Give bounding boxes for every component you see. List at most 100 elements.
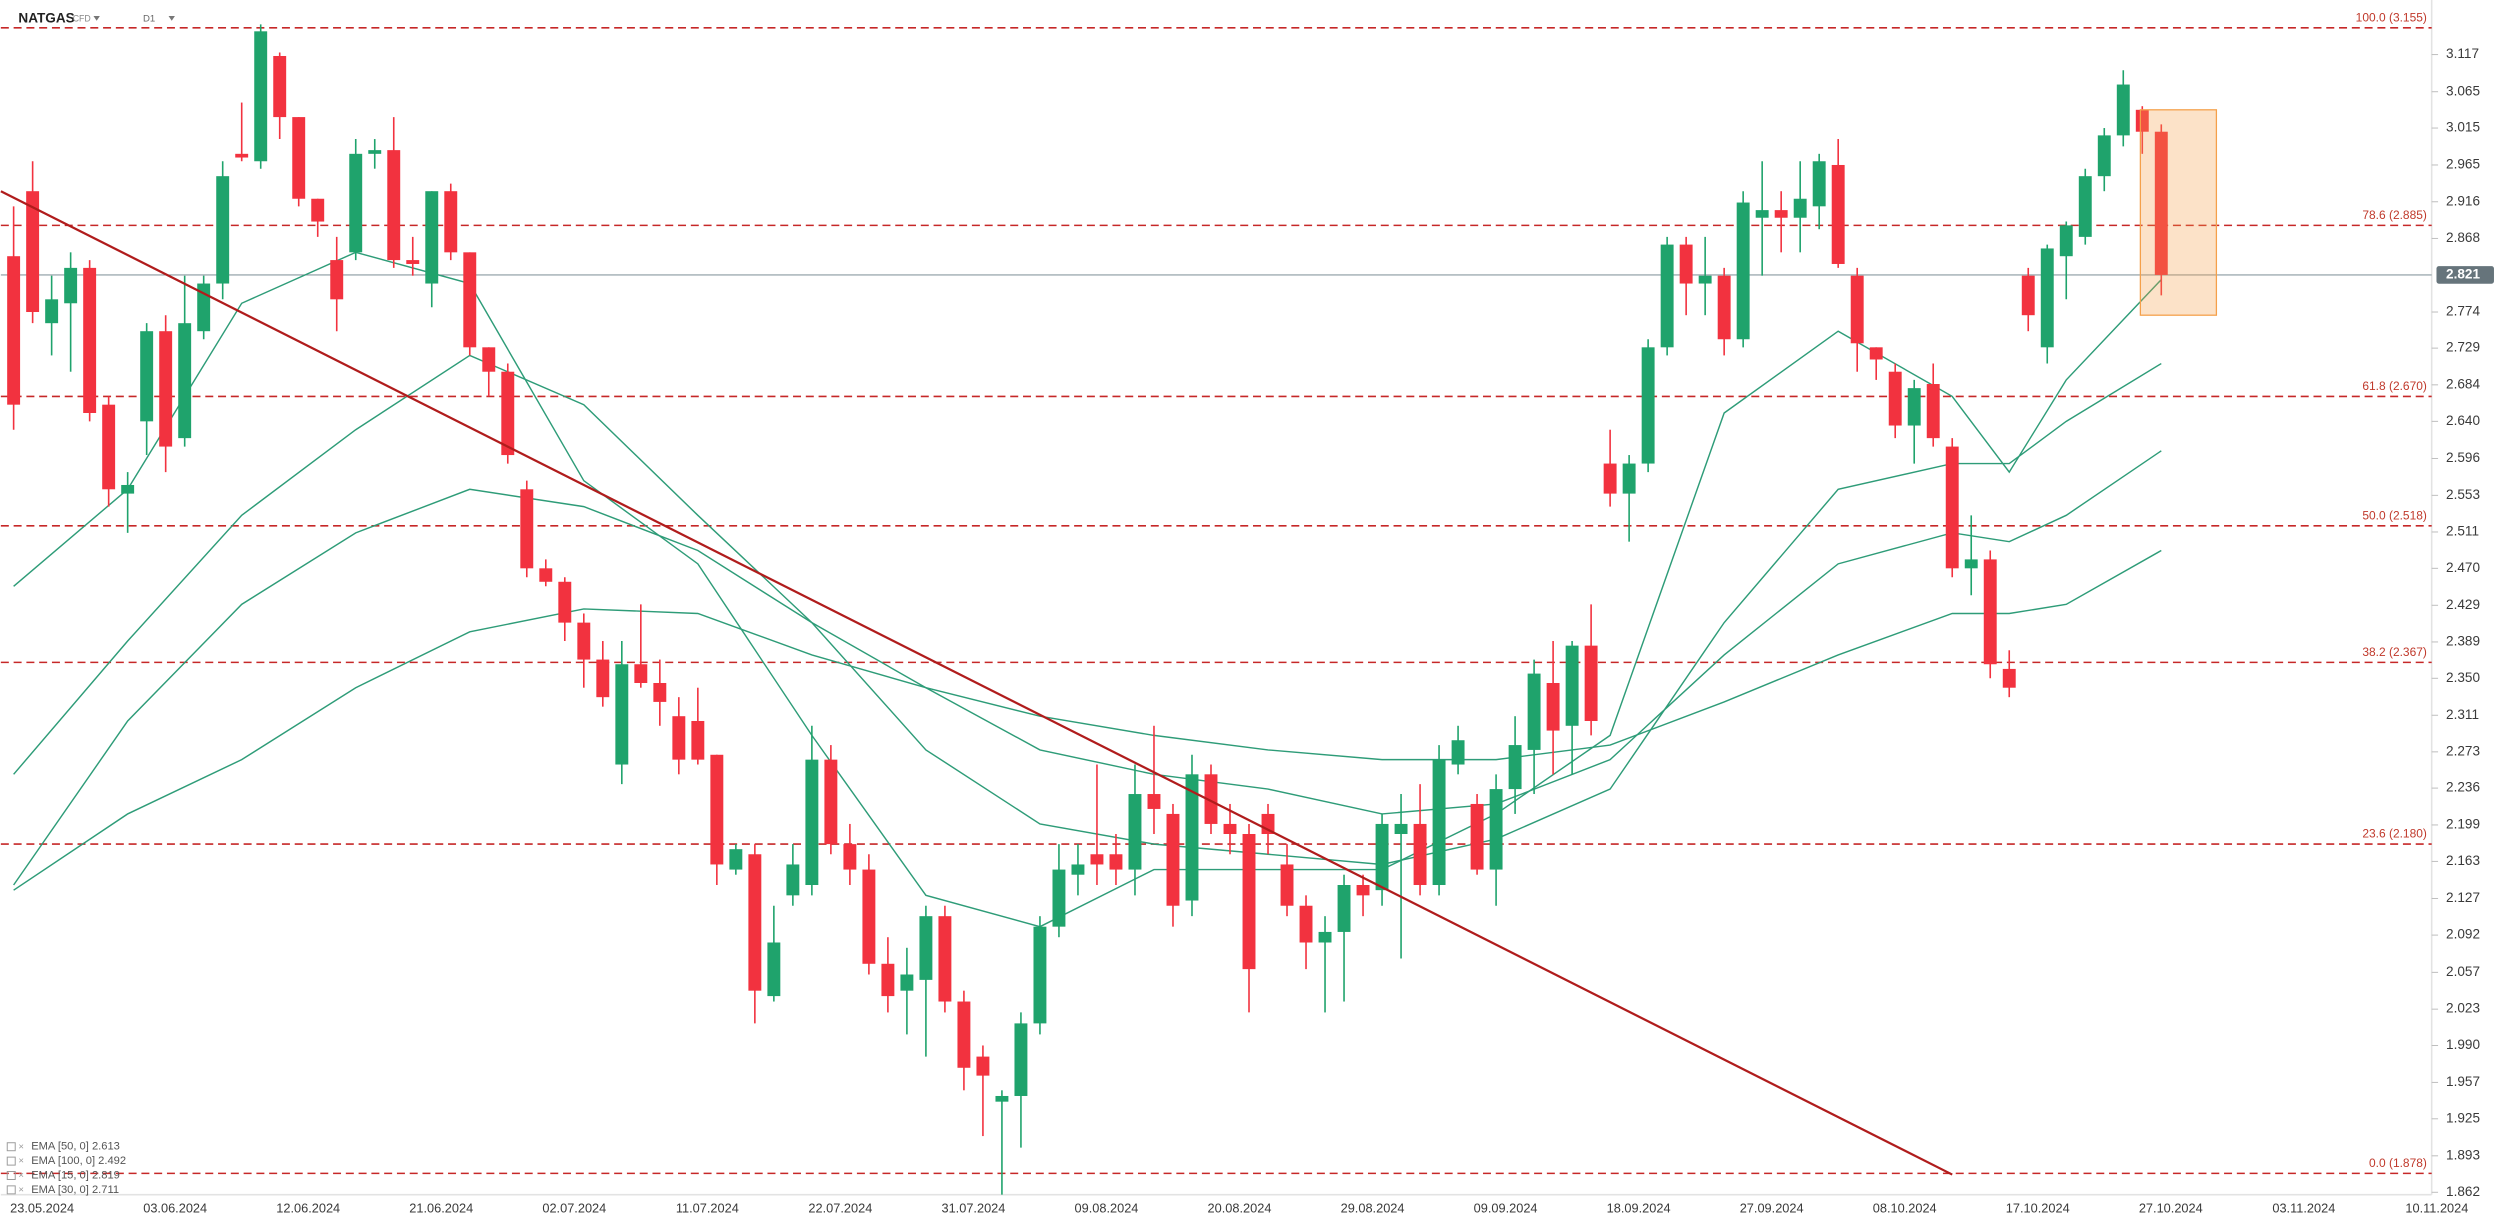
candle-body: [938, 916, 952, 1002]
legend-entry: EMA [15, 0] 2.819: [31, 1169, 120, 1181]
y-tick-label: 2.868: [2446, 230, 2480, 245]
candle-body: [2078, 176, 2092, 237]
candle-body: [691, 720, 705, 760]
candle-body: [2040, 248, 2054, 348]
legend-icon[interactable]: [6, 1156, 16, 1166]
candle-body: [1888, 371, 1902, 426]
candle-body: [843, 844, 857, 870]
candle-body: [1641, 347, 1655, 464]
candle-body: [1242, 834, 1256, 970]
candle-body: [235, 153, 249, 158]
legend-icon[interactable]: [6, 1185, 16, 1195]
candle-body: [1622, 463, 1636, 494]
candle-body: [1774, 210, 1788, 218]
level-label: 61.8 (2.670): [2362, 379, 2427, 393]
candle-body: [1717, 275, 1731, 340]
candle-body: [634, 664, 648, 683]
y-tick-label: 2.965: [2446, 157, 2480, 172]
candle-body: [311, 198, 325, 222]
x-tick-label: 31.07.2024: [941, 1200, 1005, 1215]
legend-close[interactable]: ×: [18, 1170, 24, 1181]
candle-body: [1546, 682, 1560, 731]
candle-body: [1375, 823, 1389, 891]
x-tick-label: 23.05.2024: [10, 1200, 74, 1215]
candle-body: [1508, 745, 1522, 790]
candle-body: [1318, 931, 1332, 943]
candle-body: [1603, 463, 1617, 494]
x-tick-label: 03.11.2024: [2272, 1200, 2335, 1215]
candle-body: [1850, 275, 1864, 344]
candle-body: [900, 974, 914, 991]
y-tick-label: 2.916: [2446, 193, 2480, 208]
candle-body: [1793, 198, 1807, 218]
current-price-label: 2.821: [2446, 266, 2480, 281]
candle-body: [1223, 823, 1237, 835]
candle-body: [1565, 645, 1579, 726]
y-tick-label: 2.092: [2446, 927, 2480, 942]
header: NATGAS CFD D1: [18, 11, 175, 26]
candle-body: [1356, 885, 1370, 896]
candle-body: [1033, 926, 1047, 1024]
candle-body: [387, 150, 401, 261]
legend-icon[interactable]: [6, 1142, 16, 1152]
candle-body: [1014, 1023, 1028, 1096]
x-tick-label: 20.08.2024: [1208, 1200, 1272, 1215]
x-tick-label: 29.08.2024: [1341, 1200, 1405, 1215]
candle-body: [83, 267, 97, 413]
y-tick-label: 2.553: [2446, 487, 2480, 502]
candle-body: [1280, 864, 1294, 906]
candle-body: [824, 759, 838, 845]
candle-body: [102, 404, 116, 490]
y-tick-label: 2.311: [2446, 707, 2479, 722]
candle-body: [748, 854, 762, 991]
legend-entry: EMA [100, 0] 2.492: [31, 1155, 126, 1167]
y-tick-label: 3.117: [2446, 46, 2479, 61]
candle-body: [1964, 559, 1978, 569]
candle-body: [1090, 854, 1104, 865]
highlight-box: [2139, 109, 2218, 316]
x-tick-label: 18.09.2024: [1607, 1200, 1671, 1215]
dropdown-icon[interactable]: [93, 15, 100, 21]
candle-body: [140, 331, 154, 422]
legend-close[interactable]: ×: [18, 1184, 24, 1195]
level-label: 23.6 (2.180): [2362, 827, 2427, 841]
levels-layer: 100.0 (3.155) 78.6 (2.885) 61.8 (2.670) 50.…: [0, 10, 2432, 1175]
legend-icon[interactable]: [6, 1171, 16, 1180]
candle-body: [1204, 774, 1218, 824]
candle-body: [1128, 794, 1142, 870]
candle-body: [2135, 109, 2149, 132]
x-tick-label: 10.11.2024: [2405, 1200, 2468, 1215]
level-label: 100.0 (3.155): [2356, 10, 2427, 24]
y-tick-label: 2.057: [2446, 964, 2480, 979]
candle-body: [501, 371, 515, 456]
legend: × EMA [50, 0] 2.613 × EMA [100, 0] 2.492 × EM…: [6, 1141, 126, 1196]
candle-body: [121, 484, 135, 494]
y-tick-label: 2.729: [2446, 340, 2480, 355]
y-tick-label: 2.023: [2446, 1001, 2480, 1016]
candle-body: [292, 117, 306, 199]
legend-close[interactable]: ×: [18, 1141, 24, 1152]
candle-body: [1660, 244, 1674, 348]
candle-body: [767, 942, 781, 997]
symbol: NATGAS: [18, 11, 74, 26]
legend-close[interactable]: ×: [18, 1156, 24, 1167]
ema-line: [13, 354, 2162, 866]
x-tick-label: 09.08.2024: [1075, 1200, 1139, 1215]
candle-body: [1755, 210, 1769, 218]
candle-body: [1147, 794, 1161, 809]
dropdown-icon[interactable]: [168, 15, 175, 21]
candle-body: [2002, 668, 2016, 688]
timeframe[interactable]: D1: [143, 14, 155, 25]
candle-body: [995, 1095, 1009, 1102]
y-tick-label: 2.163: [2446, 853, 2480, 868]
candle-body: [1812, 161, 1826, 207]
y-tick-label: 2.236: [2446, 780, 2480, 795]
candle-body: [254, 31, 268, 162]
candle-body: [805, 759, 819, 886]
candle-body: [577, 622, 591, 660]
y-tick-label: 2.774: [2446, 304, 2480, 319]
candle-body: [2021, 275, 2035, 316]
candle-body: [881, 963, 895, 997]
